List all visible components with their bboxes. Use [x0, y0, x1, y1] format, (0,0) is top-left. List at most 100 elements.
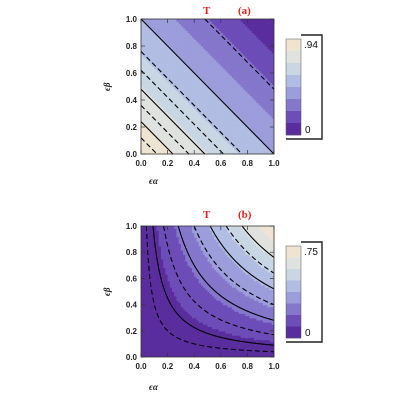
heat-cell [216, 91, 220, 94]
heat-cell [223, 86, 226, 90]
heat-cell [200, 91, 204, 94]
heat-cell [167, 269, 171, 273]
heat-cell [196, 25, 200, 29]
heat-cell [187, 241, 191, 245]
heat-cell [200, 95, 204, 99]
heat-cell [262, 68, 266, 72]
heat-cell [158, 52, 162, 56]
heat-cell [187, 73, 191, 76]
heat-cell [207, 100, 211, 103]
heat-cell [160, 75, 164, 79]
heat-cell [178, 73, 182, 76]
heat-cell [141, 64, 144, 67]
heat-cell [169, 19, 173, 22]
heat-cell [254, 21, 257, 25]
heat-cell [180, 339, 184, 343]
heat-cell [198, 28, 202, 31]
heat-cell [220, 55, 224, 58]
heat-cell [203, 106, 206, 110]
chart-title-t-b: T [203, 209, 211, 221]
heat-cell [141, 263, 144, 266]
heat-cell [216, 64, 220, 67]
heat-cell [251, 79, 255, 83]
heat-cell [251, 136, 255, 139]
heat-cell [256, 138, 260, 142]
heat-cell [160, 37, 164, 40]
heat-cell [185, 61, 189, 65]
heat-cell [180, 343, 184, 347]
heat-cell [249, 151, 253, 154]
heat-cell [158, 322, 162, 325]
heat-cell [269, 88, 273, 92]
heat-cell [200, 133, 204, 137]
heat-cell [143, 280, 147, 284]
heat-cell [180, 256, 184, 260]
heat-cell [229, 73, 233, 76]
heat-cell [251, 151, 255, 154]
heat-cell [152, 276, 155, 279]
heat-cell [256, 127, 260, 130]
heat-cell [149, 34, 153, 38]
heat-cell [165, 352, 169, 356]
heat-cell [163, 19, 166, 22]
heat-cell [256, 48, 260, 52]
heat-cell [258, 133, 262, 137]
heat-cell [234, 52, 237, 56]
heat-cell [149, 230, 153, 234]
heat-cell [251, 32, 255, 36]
heat-cell [269, 32, 273, 36]
heat-cell [216, 115, 220, 119]
heat-cell [227, 136, 231, 139]
heat-cell [145, 324, 149, 328]
heat-cell [160, 91, 164, 94]
heat-cell [183, 115, 186, 119]
heat-cell [189, 97, 193, 101]
heat-cell [189, 118, 193, 121]
heat-cell [227, 39, 231, 43]
heat-cell [163, 149, 166, 153]
heat-cell [258, 131, 262, 135]
heat-cell [178, 23, 182, 27]
heat-cell [236, 19, 240, 22]
heat-cell [147, 226, 151, 229]
heat-cell [158, 109, 162, 112]
heat-cell [265, 91, 268, 94]
heat-cell [242, 147, 246, 151]
heat-cell [169, 111, 173, 115]
heat-cell [223, 109, 226, 112]
heat-cell [260, 127, 264, 130]
heat-cell [174, 280, 178, 284]
heat-cell [165, 348, 169, 352]
heat-cell [260, 34, 264, 38]
heat-cell [185, 28, 189, 31]
heat-cell [187, 324, 191, 328]
heat-cell [143, 337, 147, 341]
heat-cell [242, 21, 246, 25]
heat-cell [156, 48, 160, 52]
heat-cell [154, 37, 158, 40]
heat-cell [236, 48, 240, 52]
heat-cell [172, 328, 175, 332]
heat-cell [271, 124, 274, 128]
heat-cell [267, 23, 271, 27]
heat-cell [178, 308, 182, 312]
heat-cell [216, 100, 220, 103]
heat-cell [172, 82, 175, 85]
heat-cell [269, 118, 273, 121]
heat-cell [260, 151, 264, 154]
heat-cell [180, 330, 184, 334]
heat-cell [225, 39, 229, 43]
heat-cell [247, 122, 251, 126]
heat-cell [185, 100, 189, 103]
heat-cell [163, 59, 166, 63]
heat-cell [269, 97, 273, 101]
heat-cell [174, 295, 178, 299]
heat-cell [149, 300, 153, 304]
heat-cell [238, 147, 242, 151]
heat-cell [180, 77, 184, 81]
heat-cell [183, 100, 186, 103]
heat-cell [152, 133, 155, 137]
heat-cell [187, 84, 191, 88]
heat-cell [187, 271, 191, 275]
heat-cell [211, 59, 215, 63]
